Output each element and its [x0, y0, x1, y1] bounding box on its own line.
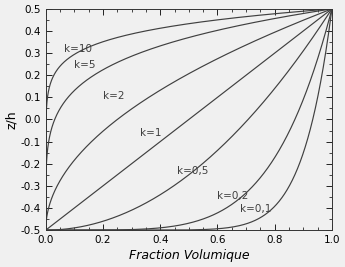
Text: k=0,5: k=0,5	[177, 167, 209, 176]
Text: k=0,2: k=0,2	[217, 191, 249, 201]
Text: k=0,1: k=0,1	[240, 204, 272, 214]
X-axis label: Fraction Volumique: Fraction Volumique	[128, 249, 249, 262]
Text: k=1: k=1	[140, 128, 162, 138]
Text: k=5: k=5	[75, 60, 96, 70]
Text: k=10: k=10	[65, 44, 92, 54]
Y-axis label: z/h: z/h	[5, 110, 18, 129]
Text: k=2: k=2	[103, 91, 125, 101]
